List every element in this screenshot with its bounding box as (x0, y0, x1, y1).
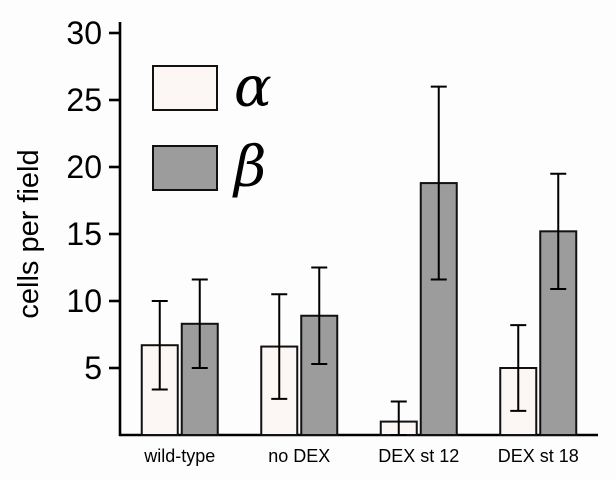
x-category-label: DEX st 12 (378, 446, 459, 466)
y-tick-label: 30 (66, 15, 102, 51)
x-category-label: DEX st 18 (498, 446, 579, 466)
legend-item: α (152, 60, 272, 116)
y-tick-label: 25 (66, 82, 102, 118)
legend-swatch (152, 145, 218, 191)
y-axis-label: cells per field (13, 149, 45, 319)
legend-swatch (152, 65, 218, 111)
y-tick-label: 15 (66, 216, 102, 252)
legend-item: β (152, 140, 272, 196)
x-category-label: wild-type (143, 446, 215, 466)
legend-label: α (234, 55, 272, 120)
legend-label: β (234, 135, 267, 200)
y-tick-label: 10 (66, 283, 102, 319)
y-tick-label: 5 (84, 350, 102, 386)
y-tick-label: 20 (66, 149, 102, 185)
x-category-label: no DEX (268, 446, 330, 466)
